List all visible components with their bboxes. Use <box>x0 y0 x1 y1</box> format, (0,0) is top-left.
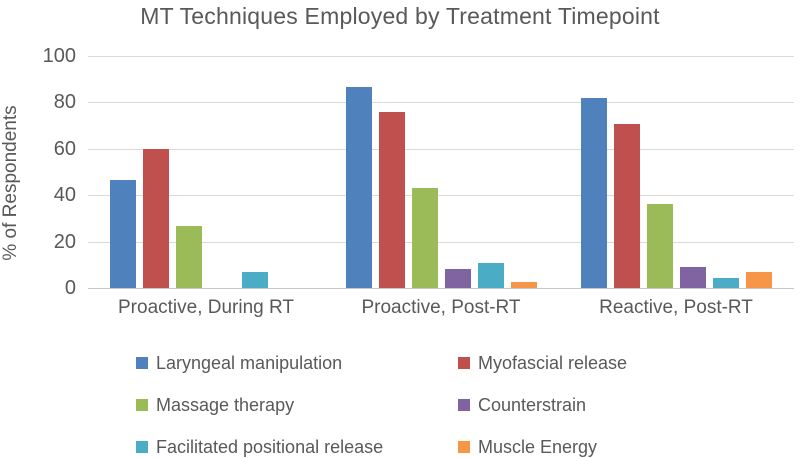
x-tick-label: Proactive, During RT <box>118 297 294 318</box>
x-tick-label: Proactive, Post-RT <box>361 297 521 318</box>
bar-series5-cat1 <box>511 282 537 288</box>
bar-series0-cat2 <box>581 98 607 288</box>
legend-item: Counterstrain <box>458 394 587 415</box>
y-tick-label: 60 <box>53 138 76 160</box>
bar-series5-cat2 <box>746 272 772 288</box>
legend-swatch-icon <box>136 441 148 453</box>
gridline-80 <box>88 102 794 103</box>
x-tick-label: Reactive, Post-RT <box>599 297 753 318</box>
bar-series2-cat1 <box>412 188 438 288</box>
legend-item: Facilitated positional release <box>136 436 384 457</box>
y-tick-label: 40 <box>53 184 76 206</box>
legend-label: Counterstrain <box>478 394 587 415</box>
chart-title: MT Techniques Employed by Treatment Time… <box>140 3 660 29</box>
bar-series3-cat2 <box>680 267 706 288</box>
legend-label: Facilitated positional release <box>156 436 384 457</box>
legend-swatch-icon <box>458 441 470 453</box>
y-tick-label: 0 <box>64 277 76 299</box>
bar-series4-cat2 <box>713 278 739 288</box>
bar-series1-cat2 <box>614 124 640 288</box>
gridline-20 <box>88 242 794 243</box>
legend-item: Massage therapy <box>136 394 295 415</box>
bar-series1-cat0 <box>143 149 169 288</box>
bar-series0-cat0 <box>110 180 136 288</box>
bar-series3-cat1 <box>445 269 471 288</box>
y-tick-label: 100 <box>42 45 76 67</box>
legend-swatch-icon <box>136 357 148 369</box>
bar-series4-cat1 <box>478 263 504 288</box>
legend-swatch-icon <box>458 357 470 369</box>
gridline-60 <box>88 149 794 150</box>
bar-series4-cat0 <box>242 272 268 288</box>
legend-label: Muscle Energy <box>478 436 598 457</box>
legend-swatch-icon <box>458 399 470 411</box>
bar-series2-cat0 <box>176 226 202 288</box>
bar-series0-cat1 <box>346 87 372 288</box>
legend-label: Laryngeal manipulation <box>156 352 343 373</box>
legend-item: Laryngeal manipulation <box>136 352 343 373</box>
bar-series2-cat2 <box>647 204 673 288</box>
legend-item: Myofascial release <box>458 352 628 373</box>
gridline-40 <box>88 195 794 196</box>
y-tick-label: 80 <box>53 91 76 113</box>
legend-label: Massage therapy <box>156 394 295 415</box>
y-tick-label: 20 <box>53 231 76 253</box>
legend-swatch-icon <box>136 399 148 411</box>
legend-item: Muscle Energy <box>458 436 598 457</box>
legend-label: Myofascial release <box>478 352 628 373</box>
gridline-100 <box>88 56 794 57</box>
gridline-0 <box>88 288 794 289</box>
bar-series1-cat1 <box>379 112 405 288</box>
